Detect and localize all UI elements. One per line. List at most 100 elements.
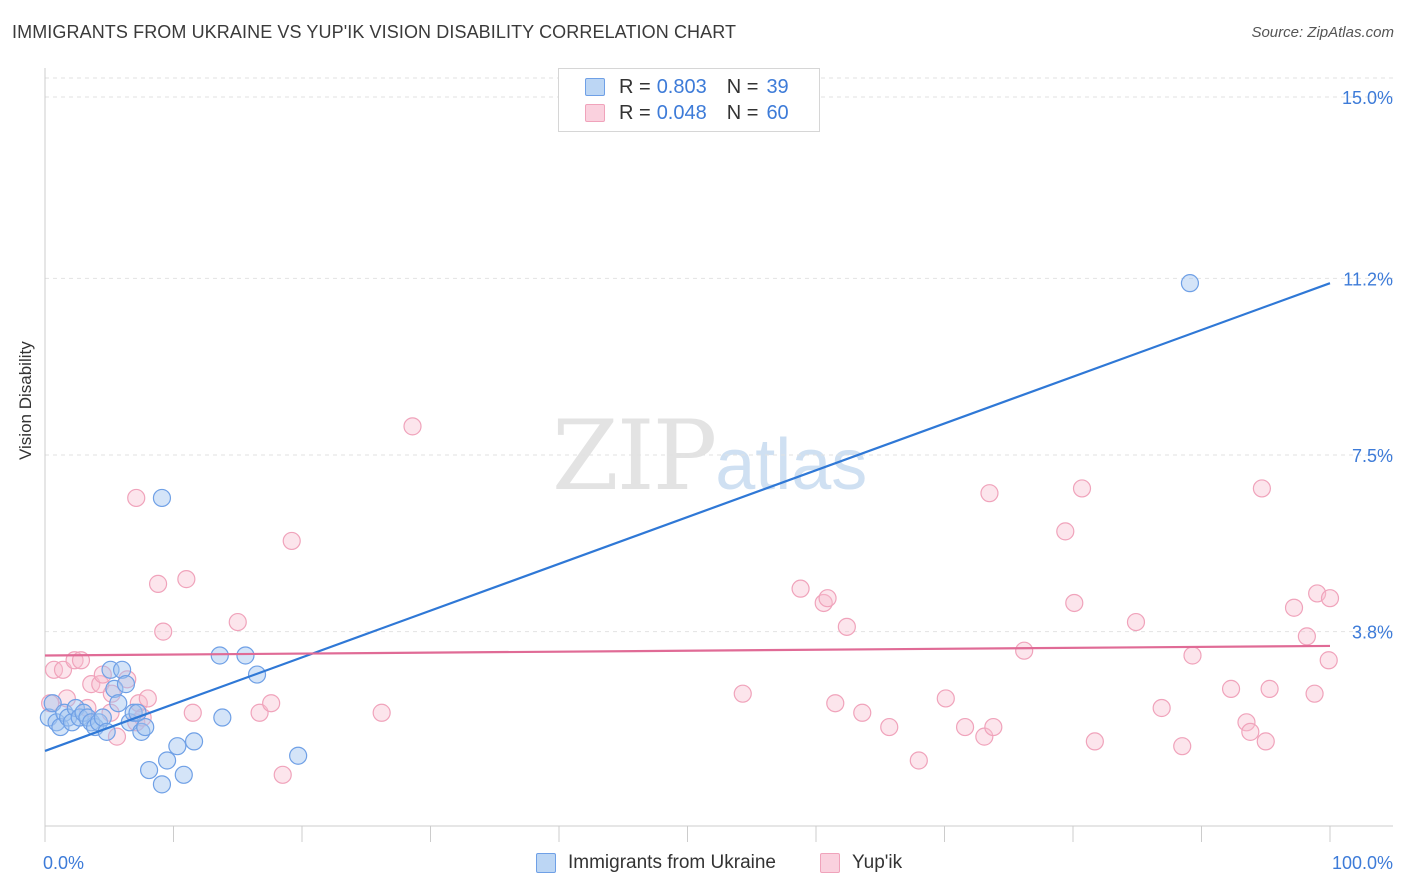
point-yupik bbox=[955, 717, 975, 737]
point-yupik bbox=[1015, 641, 1034, 660]
y-axis-label: Vision Disability bbox=[16, 341, 35, 460]
legend-n-value-ukraine: 39 bbox=[766, 75, 789, 98]
point-yupik bbox=[1252, 479, 1271, 498]
legend-label-yupik: Yup'ik bbox=[852, 852, 903, 873]
point-ukraine bbox=[236, 646, 255, 665]
point-ukraine bbox=[210, 646, 229, 665]
point-yupik bbox=[228, 612, 247, 632]
point-yupik bbox=[129, 694, 148, 713]
point-yupik bbox=[372, 703, 391, 722]
point-yupik bbox=[138, 689, 157, 708]
legend-r-value-ukraine: 0.803 bbox=[656, 75, 707, 98]
point-yupik bbox=[826, 694, 845, 713]
point-ukraine bbox=[136, 717, 155, 737]
point-yupik bbox=[818, 589, 837, 608]
point-yupik bbox=[262, 694, 281, 713]
point-ukraine bbox=[93, 708, 112, 727]
legend-n-label: N = bbox=[726, 75, 759, 98]
point-yupik bbox=[1221, 679, 1241, 698]
point-yupik bbox=[1256, 732, 1275, 751]
legend-row-yupik: R = 0.048 N = 60 bbox=[585, 101, 789, 125]
point-yupik bbox=[1260, 679, 1279, 698]
point-ukraine bbox=[168, 737, 187, 756]
point-ukraine bbox=[157, 751, 177, 770]
point-ukraine bbox=[139, 760, 159, 780]
legend-swatch-yupik bbox=[820, 853, 840, 873]
point-ukraine bbox=[128, 703, 147, 722]
correlation-legend: R = 0.803 N = 39 R = 0.048 N = 60 bbox=[558, 68, 820, 132]
point-yupik bbox=[853, 703, 872, 722]
point-ukraine bbox=[109, 694, 128, 713]
legend-row-ukraine: R = 0.803 N = 39 bbox=[585, 75, 789, 99]
x-tick-label: 100.0% bbox=[1332, 853, 1393, 873]
trendline-yupik bbox=[44, 644, 1331, 657]
point-ukraine bbox=[174, 765, 193, 784]
point-ukraine bbox=[1180, 274, 1200, 293]
point-yupik bbox=[1319, 651, 1338, 670]
point-yupik bbox=[127, 488, 146, 508]
point-yupik bbox=[880, 717, 899, 737]
point-yupik bbox=[183, 703, 202, 722]
point-ukraine bbox=[116, 675, 136, 694]
legend-r-label: R = bbox=[619, 101, 651, 124]
point-yupik bbox=[107, 727, 127, 746]
point-yupik bbox=[837, 617, 856, 636]
trendline-ukraine bbox=[44, 282, 1331, 752]
point-ukraine bbox=[184, 732, 204, 751]
point-yupik bbox=[282, 531, 301, 551]
legend-r-value-yupik: 0.048 bbox=[656, 101, 707, 124]
point-yupik bbox=[984, 717, 1003, 737]
point-yupik bbox=[1056, 522, 1075, 541]
source-label: Source: ZipAtlas.com bbox=[1251, 24, 1394, 41]
point-yupik bbox=[1320, 589, 1340, 608]
point-yupik bbox=[791, 579, 810, 598]
legend-label-ukraine: Immigrants from Ukraine bbox=[568, 852, 776, 873]
legend-n-value-yupik: 60 bbox=[766, 101, 789, 124]
point-ukraine bbox=[51, 717, 70, 737]
legend-item-ukraine[interactable]: Immigrants from Ukraine bbox=[536, 852, 776, 874]
point-yupik bbox=[1297, 627, 1316, 646]
point-yupik bbox=[403, 417, 422, 436]
point-yupik bbox=[1183, 646, 1202, 665]
point-yupik bbox=[1241, 722, 1260, 741]
y-tick-label: 11.2% bbox=[1343, 269, 1393, 289]
series-legend: Immigrants from Ukraine Yup'ik bbox=[0, 852, 1406, 878]
point-yupik bbox=[1072, 479, 1092, 498]
point-yupik bbox=[1284, 598, 1304, 617]
point-ukraine bbox=[213, 708, 232, 727]
legend-swatch-ukraine bbox=[536, 853, 556, 873]
point-ukraine bbox=[152, 488, 172, 508]
point-yupik bbox=[1126, 612, 1146, 632]
point-yupik bbox=[909, 751, 928, 770]
point-yupik bbox=[1305, 684, 1324, 703]
legend-n-label: N = bbox=[726, 101, 759, 124]
y-tick-label: 7.5% bbox=[1352, 446, 1393, 466]
point-ukraine bbox=[112, 660, 132, 679]
point-yupik bbox=[154, 622, 173, 641]
point-yupik bbox=[1065, 593, 1084, 613]
legend-item-yupik[interactable]: Yup'ik bbox=[820, 852, 902, 874]
point-yupik bbox=[1237, 713, 1256, 732]
point-yupik bbox=[148, 574, 168, 593]
point-ukraine bbox=[105, 679, 124, 698]
point-yupik bbox=[936, 689, 955, 708]
y-tick-label: 3.8% bbox=[1352, 623, 1393, 643]
legend-r-label: R = bbox=[619, 75, 651, 98]
y-tick-label: 15.0% bbox=[1342, 88, 1393, 108]
point-ukraine bbox=[289, 746, 308, 765]
point-yupik bbox=[177, 570, 196, 589]
point-yupik bbox=[1085, 732, 1104, 751]
point-yupik bbox=[733, 684, 752, 703]
watermark: ZIPatlas bbox=[552, 400, 867, 512]
point-yupik bbox=[980, 484, 999, 503]
watermark-zip: ZIP bbox=[552, 400, 717, 512]
legend-swatch-ukraine bbox=[585, 78, 605, 96]
chart-title: IMMIGRANTS FROM UKRAINE VS YUP'IK VISION… bbox=[12, 22, 737, 42]
watermark-atlas: atlas bbox=[715, 425, 868, 505]
point-yupik bbox=[1152, 698, 1171, 718]
point-yupik bbox=[273, 765, 292, 784]
point-yupik bbox=[102, 684, 121, 703]
point-yupik bbox=[1173, 737, 1192, 756]
x-tick-label: 0.0% bbox=[43, 853, 84, 873]
